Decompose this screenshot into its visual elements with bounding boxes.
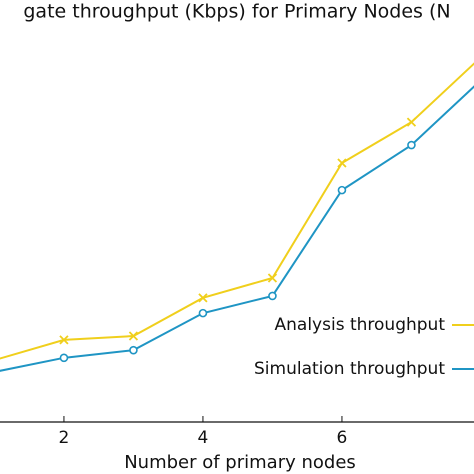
plot-area (0, 62, 474, 372)
data-point (337, 158, 347, 168)
series-line (0, 85, 474, 372)
data-point (407, 140, 416, 150)
x-tick-label: 2 (59, 428, 70, 448)
chart-title: gate throughput (Kbps) for Primary Nodes… (23, 1, 450, 23)
series-line (0, 62, 474, 360)
data-point (59, 335, 69, 345)
data-point (129, 345, 138, 355)
data-point (267, 273, 278, 283)
data-point (198, 293, 208, 303)
data-point (337, 185, 347, 195)
legend-label: Simulation throughput (254, 359, 445, 379)
x-tick-label: 4 (198, 428, 209, 448)
data-point (268, 291, 277, 301)
x-axis-label: Number of primary nodes (124, 452, 356, 473)
x-tick-label: 6 (337, 428, 348, 448)
legend-label: Analysis throughput (275, 315, 446, 335)
data-point (59, 353, 69, 363)
data-point (198, 308, 208, 318)
data-point (406, 117, 417, 127)
data-point (128, 331, 139, 341)
